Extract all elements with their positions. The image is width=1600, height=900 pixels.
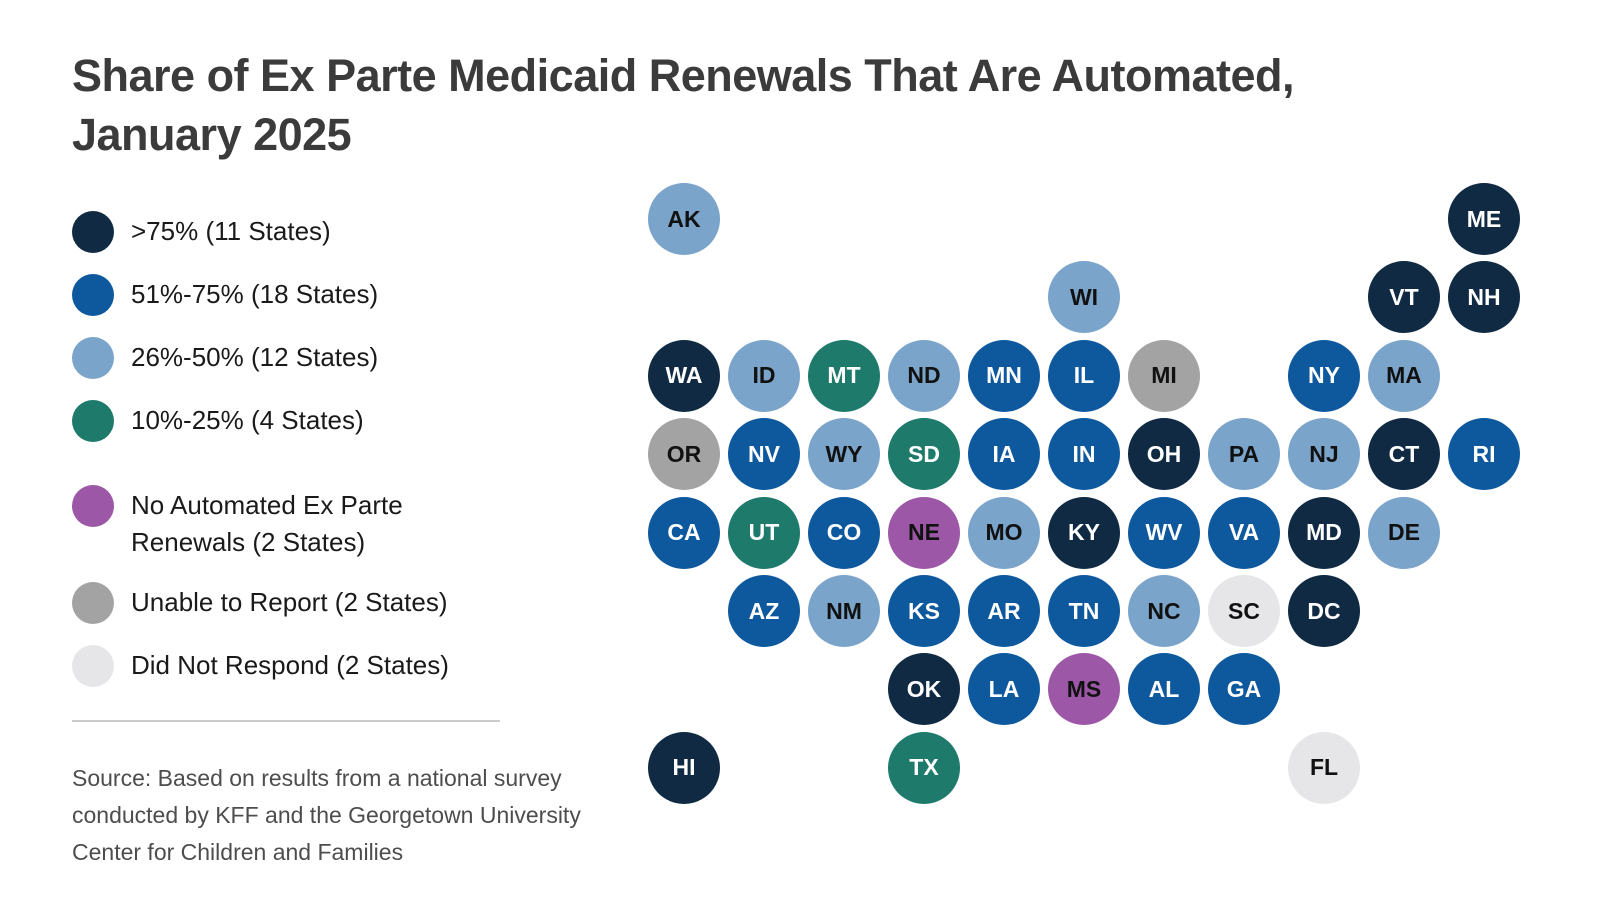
- state-circle-ri: RI: [1448, 418, 1520, 491]
- legend-item-no_automated: No Automated Ex Parte Renewals (2 States…: [72, 485, 532, 561]
- state-circle-ks: KS: [888, 575, 960, 647]
- state-circle-hi: HI: [648, 731, 720, 804]
- state-circle-ne: NE: [888, 496, 960, 569]
- legend-item-label: Did Not Respond (2 States): [131, 650, 449, 680]
- state-circle-ut: UT: [728, 496, 800, 569]
- state-circle-de: DE: [1368, 496, 1440, 569]
- state-circle-wa: WA: [648, 339, 720, 412]
- legend-color-dot-no_automated: [72, 485, 114, 527]
- state-circle-ct: CT: [1368, 418, 1440, 491]
- state-circle-co: CO: [808, 496, 880, 569]
- state-circle-nj: NJ: [1288, 418, 1360, 491]
- state-circle-wi: WI: [1048, 261, 1120, 334]
- state-circle-pa: PA: [1208, 418, 1280, 491]
- state-circle-nv: NV: [728, 418, 800, 491]
- state-circle-wv: WV: [1128, 496, 1200, 569]
- legend-color-dot-gt75: [72, 211, 114, 253]
- state-circle-mn: MN: [968, 339, 1040, 412]
- state-circle-in: IN: [1048, 418, 1120, 491]
- state-circle-or: OR: [648, 418, 720, 491]
- legend-color-dot-26to50: [72, 337, 114, 379]
- state-circle-il: IL: [1048, 339, 1120, 412]
- state-circle-ma: MA: [1368, 339, 1440, 412]
- state-circle-ky: KY: [1048, 496, 1120, 569]
- state-circle-me: ME: [1448, 183, 1520, 255]
- state-circle-mt: MT: [808, 339, 880, 412]
- legend-color-dot-51to75: [72, 274, 114, 316]
- state-circle-nh: NH: [1448, 261, 1520, 334]
- state-circle-tn: TN: [1048, 575, 1120, 647]
- legend-color-dot-unable: [72, 582, 114, 624]
- state-circle-vt: VT: [1368, 261, 1440, 334]
- page-title-line1: Share of Ex Parte Medicaid Renewals That…: [72, 50, 1295, 101]
- state-circle-wy: WY: [808, 418, 880, 491]
- legend-color-dot-10to25: [72, 400, 114, 442]
- legend-item-label: Unable to Report (2 States): [131, 587, 448, 617]
- state-circle-ca: CA: [648, 496, 720, 569]
- legend-item-no_response: Did Not Respond (2 States): [72, 645, 532, 687]
- legend-item-gt75: >75% (11 States): [72, 211, 532, 253]
- state-circle-oh: OH: [1128, 418, 1200, 491]
- state-circle-al: AL: [1128, 653, 1200, 726]
- state-circle-ak: AK: [648, 183, 720, 255]
- state-circle-ar: AR: [968, 575, 1040, 647]
- legend-item-26to50: 26%-50% (12 States): [72, 337, 532, 379]
- state-circle-md: MD: [1288, 496, 1360, 569]
- legend-item-label: 26%-50% (12 States): [131, 342, 379, 372]
- legend-item-label: >75% (11 States): [131, 216, 331, 246]
- state-circle-ia: IA: [968, 418, 1040, 491]
- state-circle-nm: NM: [808, 575, 880, 647]
- legend-item-label: No Automated Ex Parte Renewals (2 States…: [131, 490, 403, 557]
- state-circle-sc: SC: [1208, 575, 1280, 647]
- legend-item-unable: Unable to Report (2 States): [72, 582, 532, 624]
- page-title-line2: January 2025: [72, 109, 352, 160]
- state-circle-ny: NY: [1288, 339, 1360, 412]
- divider: [72, 720, 500, 722]
- state-circle-dc: DC: [1288, 575, 1360, 647]
- source-note: Source: Based on results from a national…: [72, 765, 581, 865]
- state-circle-mo: MO: [968, 496, 1040, 569]
- legend-item-label: 51%-75% (18 States): [131, 279, 379, 309]
- state-circle-ms: MS: [1048, 653, 1120, 726]
- page-title: Share of Ex Parte Medicaid Renewals That…: [72, 46, 1492, 164]
- state-circle-mi: MI: [1128, 339, 1200, 412]
- state-circle-sd: SD: [888, 418, 960, 491]
- legend-item-label: 10%-25% (4 States): [131, 405, 364, 435]
- state-circle-nc: NC: [1128, 575, 1200, 647]
- state-circle-tx: TX: [888, 731, 960, 804]
- state-circle-id: ID: [728, 339, 800, 412]
- state-circle-va: VA: [1208, 496, 1280, 569]
- legend-color-dot-no_response: [72, 645, 114, 687]
- state-circle-fl: FL: [1288, 731, 1360, 804]
- legend: >75% (11 States) 51%-75% (18 States) 26%-5…: [72, 211, 532, 687]
- state-circle-nd: ND: [888, 339, 960, 412]
- state-circle-ga: GA: [1208, 653, 1280, 726]
- legend-item-51to75: 51%-75% (18 States): [72, 274, 532, 316]
- state-circle-ok: OK: [888, 653, 960, 726]
- state-circle-az: AZ: [728, 575, 800, 647]
- state-circle-la: LA: [968, 653, 1040, 726]
- legend-item-10to25: 10%-25% (4 States): [72, 400, 532, 442]
